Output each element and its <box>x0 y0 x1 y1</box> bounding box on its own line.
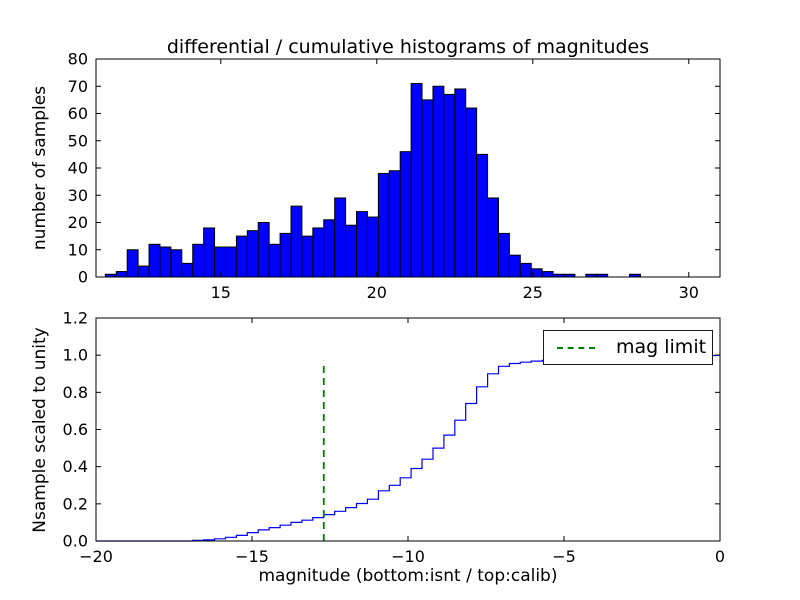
x-tick-label: 15 <box>211 283 231 302</box>
legend-dashed-line-sample <box>557 346 595 349</box>
x-tick-label: 25 <box>523 283 543 302</box>
histogram-bar <box>465 107 478 278</box>
histogram-bar <box>519 262 532 278</box>
bottom-y-axis-label: Nsample scaled to unity <box>30 327 50 533</box>
histogram-bar <box>541 271 554 278</box>
histogram-bar <box>476 153 489 278</box>
histogram-bar <box>257 222 270 278</box>
histogram-bar <box>443 93 456 278</box>
histogram-bar <box>279 232 292 278</box>
histogram-bar <box>115 271 128 278</box>
histogram-bar <box>487 197 499 278</box>
x-tick-label: −15 <box>235 547 269 566</box>
top-y-axis-label: number of samples <box>30 85 50 251</box>
cumulative-curve <box>96 354 720 542</box>
legend-box: mag limit <box>543 330 713 365</box>
histogram-bar <box>268 243 281 278</box>
histogram-bar <box>301 235 314 278</box>
histogram-bar <box>377 172 390 278</box>
histogram-bar <box>126 249 139 278</box>
histogram-bar <box>224 246 237 278</box>
histogram-bar <box>137 265 150 278</box>
histogram-bar <box>235 235 248 278</box>
histogram-bar <box>192 243 205 278</box>
x-tick-label: 0 <box>715 547 725 566</box>
histogram-bar <box>497 232 510 278</box>
y-tick-label: 0.8 <box>63 383 88 402</box>
figure-title: differential / cumulative histograms of … <box>166 36 650 58</box>
x-tick-label: −5 <box>552 547 576 566</box>
legend-label: mag limit <box>616 336 707 358</box>
x-tick-label: −20 <box>79 547 113 566</box>
histogram-bar <box>366 216 379 278</box>
histogram-bar <box>148 243 161 278</box>
histogram-bar <box>388 170 401 278</box>
histogram-bar <box>170 249 183 278</box>
x-tick-label: 30 <box>679 283 699 302</box>
histogram-bar <box>356 211 368 278</box>
histogram-bar <box>290 205 303 278</box>
axes-frame <box>95 58 721 278</box>
histogram-bar <box>345 224 358 278</box>
x-axis-label: magnitude (bottom:isnt / top:calib) <box>258 566 558 586</box>
y-tick-label: 1.0 <box>63 346 88 365</box>
histogram-bar <box>159 246 172 278</box>
y-tick-label: 20 <box>68 213 88 232</box>
y-tick-label: 30 <box>68 186 88 205</box>
histogram-bar <box>410 83 423 278</box>
axes-frame <box>95 317 721 542</box>
histogram-bar <box>181 262 194 278</box>
histogram-bar <box>454 88 467 278</box>
histogram-bar <box>323 219 336 278</box>
histogram-bar <box>432 85 445 278</box>
y-tick-label: 40 <box>68 159 88 178</box>
y-tick-label: 1.2 <box>63 309 88 328</box>
y-tick-label: 0.0 <box>63 532 88 551</box>
y-tick-label: 80 <box>68 50 88 69</box>
y-tick-label: 50 <box>68 131 88 150</box>
y-tick-label: 10 <box>68 240 88 259</box>
y-tick-label: 0 <box>78 268 88 287</box>
histogram-bar <box>334 197 347 278</box>
histogram-bar <box>399 151 412 278</box>
histogram-bar <box>214 246 226 278</box>
y-tick-label: 0.2 <box>63 494 88 513</box>
histogram-bar <box>508 254 521 278</box>
histogram-bar <box>203 227 216 278</box>
histogram-bar <box>421 99 434 278</box>
y-tick-label: 0.6 <box>63 420 88 439</box>
x-tick-label: 20 <box>367 283 387 302</box>
y-tick-label: 70 <box>68 77 88 96</box>
y-tick-label: 0.4 <box>63 457 88 476</box>
x-tick-label: −10 <box>391 547 425 566</box>
y-tick-label: 60 <box>68 104 88 123</box>
histogram-bar <box>312 227 325 278</box>
histogram-bar <box>246 230 259 278</box>
